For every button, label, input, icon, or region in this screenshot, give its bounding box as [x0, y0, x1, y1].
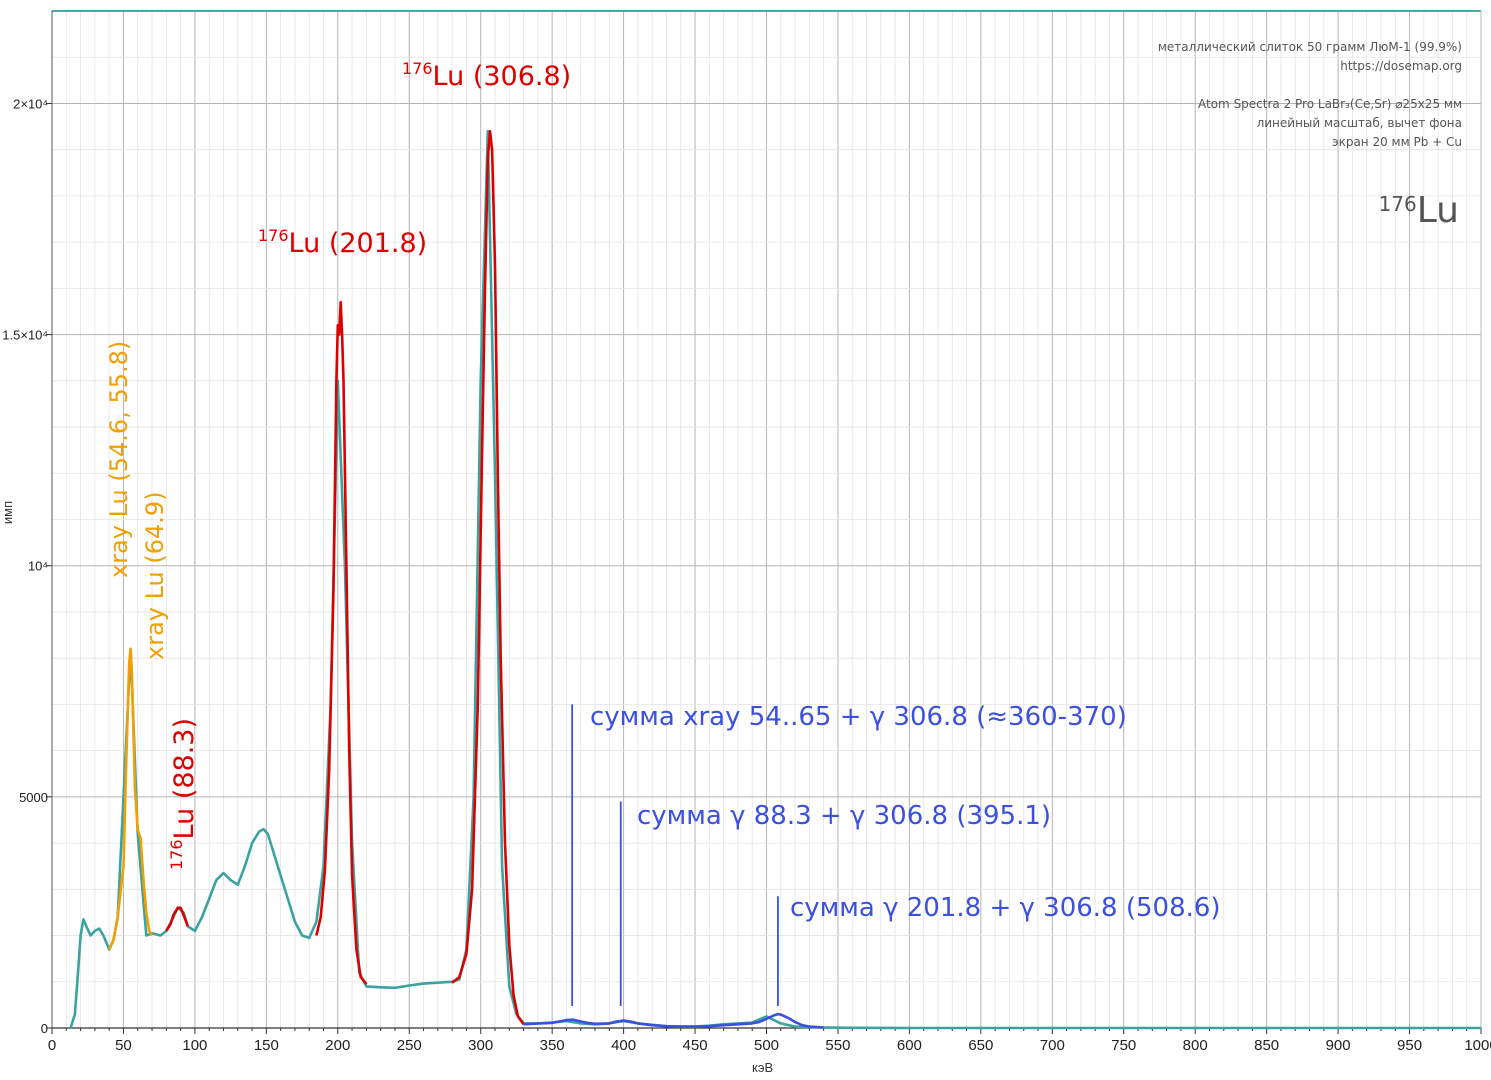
- x-tick-label: 0: [48, 1037, 56, 1054]
- series-sum: [523, 1012, 824, 1029]
- x-tick-label: 300: [468, 1037, 493, 1054]
- y-tick-label: 1.5×10⁴: [2, 328, 48, 343]
- peak-label-energy: (306.8): [464, 61, 571, 92]
- y-tick-label: 10⁴: [28, 559, 48, 574]
- x-tick-label: 350: [540, 1037, 565, 1054]
- peak-label-symbol: Lu: [169, 808, 200, 840]
- peak-label-text: 176Lu (306.8): [402, 59, 571, 92]
- detector-description: Atom Spectra 2 Pro LaBr₃(Ce,Sr) ⌀25x25 м…: [1198, 97, 1462, 111]
- x-tick-label: 400: [611, 1037, 636, 1054]
- peak-label-text: 176Lu (88.3): [167, 718, 200, 870]
- peak-label-201: 176Lu (201.8): [258, 226, 427, 259]
- xray-label: xray Lu (64.9): [141, 491, 169, 660]
- peak-label-mass: 176: [258, 226, 289, 245]
- sum-annotation: сумма γ 88.3 + γ 306.8 (395.1): [637, 801, 1051, 831]
- grid: [51, 10, 1482, 1029]
- xray-label: xray Lu (54.6, 55.8): [105, 341, 133, 578]
- x-tick-label: 500: [754, 1037, 779, 1054]
- x-tick-label: 600: [897, 1037, 922, 1054]
- peak-label-text: 176Lu (201.8): [258, 226, 427, 259]
- nuclide-title: 176Lu: [1379, 190, 1459, 231]
- x-tick-label: 800: [1183, 1037, 1208, 1054]
- x-axis-label: кэВ: [752, 1060, 774, 1075]
- series-lu: [451, 129, 525, 1026]
- x-tick-label: 100: [182, 1037, 207, 1054]
- x-tick-label: 900: [1326, 1037, 1351, 1054]
- series-lu: [165, 906, 190, 932]
- scale-note: линейный масштаб, вычет фона: [1256, 116, 1462, 130]
- series-xray: [108, 647, 154, 950]
- series-lu: [315, 300, 368, 985]
- y-tick-label: 2×10⁴: [13, 96, 48, 111]
- nuclide-mass: 176: [1378, 192, 1417, 216]
- x-tick-label: 450: [683, 1037, 708, 1054]
- x-tick-label: 650: [968, 1037, 993, 1054]
- y-tick-label: 0: [41, 1021, 48, 1036]
- y-axis-label: имп: [0, 500, 16, 525]
- peak-label-306: 176Lu (306.8): [402, 59, 571, 92]
- sum-annotation: сумма γ 201.8 + γ 306.8 (508.6): [790, 893, 1221, 923]
- x-tick-label: 550: [825, 1037, 850, 1054]
- series-background: [69, 129, 1481, 1030]
- source-url[interactable]: https://dosemap.org: [1340, 59, 1462, 73]
- sum-annotation: сумма xray 54..65 + γ 306.8 (≈360-370): [590, 702, 1127, 732]
- peak-label-energy: (88.3): [169, 718, 200, 808]
- x-tick-label: 950: [1397, 1037, 1422, 1054]
- peak-label-mass: 176: [402, 59, 433, 78]
- peak-label-symbol: Lu: [289, 228, 321, 259]
- info-panel: металлический слиток 50 грамм ЛюМ-1 (99.…: [1158, 38, 1462, 152]
- nuclide-symbol: Lu: [1416, 190, 1459, 231]
- x-tick-label: 200: [325, 1037, 350, 1054]
- peak-label-88: 176Lu (88.3): [167, 718, 200, 870]
- peak-label-symbol: Lu: [433, 61, 465, 92]
- x-tick-label: 750: [1111, 1037, 1136, 1054]
- x-tick-label: 50: [115, 1037, 132, 1054]
- peak-label-mass: 176: [167, 839, 186, 870]
- sample-description: металлический слиток 50 грамм ЛюМ-1 (99.…: [1157, 40, 1462, 54]
- y-tick-label: 5000: [19, 790, 48, 805]
- peak-label-energy: (201.8): [320, 228, 427, 259]
- x-tick-label: 250: [397, 1037, 422, 1054]
- x-tick-label: 700: [1040, 1037, 1065, 1054]
- shield-note: экран 20 мм Pb + Cu: [1332, 135, 1462, 149]
- x-tick-label: 850: [1254, 1037, 1279, 1054]
- x-tick-label: 150: [254, 1037, 279, 1054]
